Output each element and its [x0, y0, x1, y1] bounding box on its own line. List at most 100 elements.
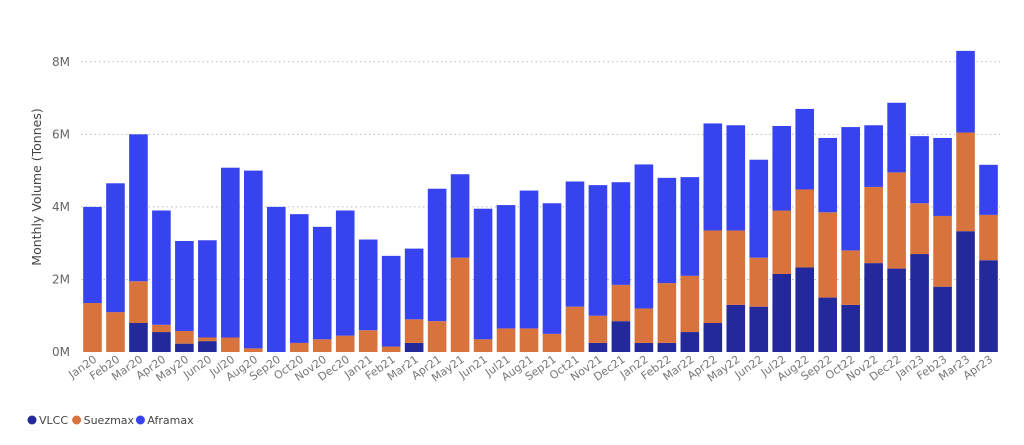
bar-suezmax [772, 210, 792, 274]
bar-suezmax [749, 257, 769, 307]
bar-vlcc [129, 322, 148, 352]
bar-aframax [979, 164, 998, 215]
bar-aframax [106, 183, 125, 313]
bar-vlcc [887, 268, 906, 352]
bar-suezmax [83, 303, 102, 352]
bar-aframax [496, 205, 516, 329]
gridlines [81, 61, 1000, 280]
bar-aframax [956, 50, 975, 133]
bar-aframax [795, 108, 815, 190]
bar-suezmax [588, 315, 608, 343]
bar-aframax [703, 123, 723, 231]
bar-vlcc [404, 342, 424, 352]
bar-stack [726, 125, 746, 352]
y-tick-label: 6M [52, 127, 70, 141]
y-tick-label: 4M [52, 200, 70, 214]
bar-stack [887, 102, 906, 352]
bar-suezmax [841, 250, 860, 305]
bar-suezmax [404, 319, 424, 343]
bar-aframax [519, 190, 539, 329]
bar-aframax [335, 210, 355, 336]
bar-stack [565, 181, 585, 352]
bar-aframax [381, 255, 401, 347]
bar-stack [519, 190, 539, 352]
bar-aframax [611, 182, 631, 285]
bar-stack [473, 208, 493, 352]
bar-suezmax [657, 283, 677, 343]
bar-aframax [818, 137, 837, 213]
bar-aframax [289, 214, 309, 343]
bar-stack [657, 177, 677, 352]
legend-marker [135, 415, 145, 425]
bar-stack [542, 203, 562, 352]
bar-vlcc [749, 306, 769, 352]
bar-aframax [175, 240, 194, 331]
bar-aframax [634, 164, 654, 309]
bar-aframax [772, 125, 792, 211]
bar-aframax [427, 188, 447, 322]
bar-stack [152, 210, 171, 352]
bar-suezmax [244, 348, 263, 352]
bar-stack [634, 164, 654, 352]
bar-aframax [266, 206, 286, 352]
bar-aframax [221, 167, 240, 338]
bar-suezmax [175, 330, 194, 344]
bar-stack [335, 210, 355, 352]
bar-stack [404, 248, 424, 352]
bar-vlcc [795, 267, 815, 352]
bar-aframax [312, 226, 332, 340]
legend-item: VLCC [27, 414, 68, 427]
bar-aframax [404, 248, 424, 320]
bar-suezmax [106, 312, 125, 352]
bar-aframax [542, 203, 562, 334]
bar-stack [818, 137, 837, 352]
bar-aframax [198, 240, 217, 338]
bar-vlcc [818, 297, 837, 352]
bar-suezmax [129, 281, 148, 323]
bar-aframax [726, 125, 746, 231]
bar-suezmax [910, 203, 929, 255]
bar-stack [933, 137, 952, 352]
bar-vlcc [841, 304, 860, 352]
bar-suezmax [152, 324, 171, 333]
bar-vlcc [703, 322, 723, 352]
y-axis-ticks: 0M 2M 4M 6M 8M [52, 55, 70, 359]
bars [83, 50, 998, 352]
bar-vlcc [588, 342, 608, 352]
bar-stack [427, 188, 447, 352]
bar-vlcc [864, 263, 883, 352]
bar-stack [450, 174, 470, 352]
y-tick-label: 0M [52, 345, 70, 359]
bar-aframax [129, 134, 148, 282]
bar-stack [749, 159, 769, 352]
bar-vlcc [910, 254, 929, 352]
legend: VLCC Suezmax Aframax [27, 414, 194, 427]
x-axis-ticks: Jan20Feb20Mar20Apr20May20Jun20Jul20Aug20… [66, 353, 996, 385]
bar-vlcc [198, 341, 217, 352]
bar-stack [772, 125, 792, 352]
bar-stack [979, 164, 998, 352]
bar-suezmax [381, 346, 401, 352]
bar-aframax [864, 125, 883, 187]
legend-label: VLCC [39, 414, 68, 427]
bar-suezmax [427, 321, 447, 352]
bar-suezmax [519, 328, 539, 352]
bar-stack [106, 183, 125, 352]
bar-stack [198, 240, 217, 352]
legend-label: Aframax [147, 414, 194, 427]
bar-stack [680, 177, 700, 352]
bar-suezmax [312, 339, 332, 352]
bar-suezmax [726, 230, 746, 305]
y-axis-label: Monthly Volume (Tonnes) [29, 108, 44, 265]
bar-stack [266, 206, 286, 352]
bar-aframax [657, 177, 677, 284]
bar-stack [956, 50, 975, 352]
bar-stack [795, 108, 815, 352]
bar-suezmax [979, 214, 998, 261]
bar-stack [221, 167, 240, 352]
legend-marker [27, 415, 37, 425]
bar-suezmax [680, 275, 700, 333]
bar-stack [588, 185, 608, 352]
bar-suezmax [634, 308, 654, 343]
